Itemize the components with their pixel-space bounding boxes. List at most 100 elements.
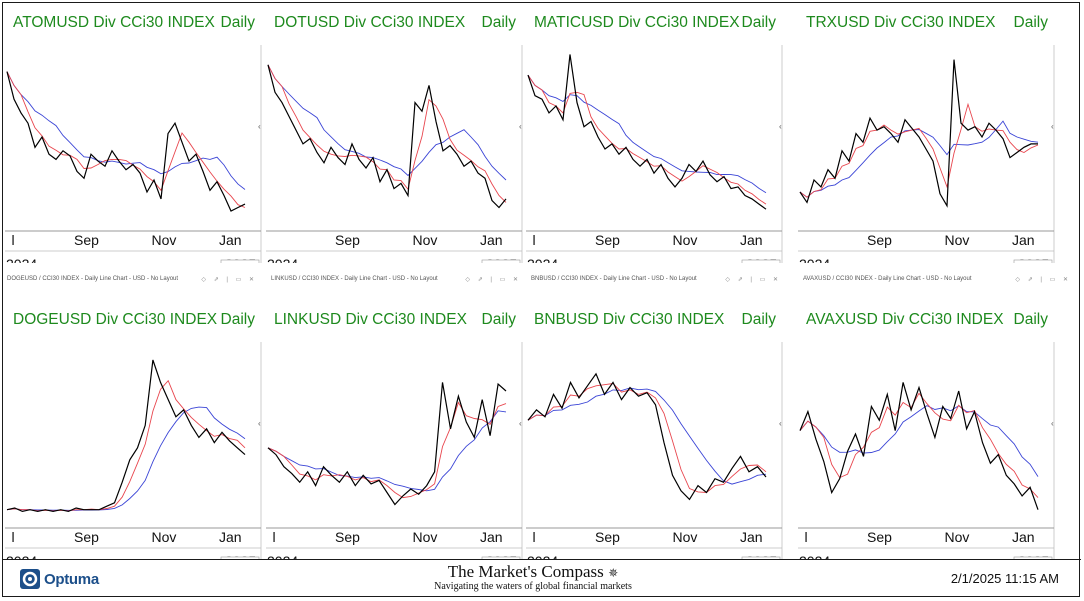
x-tick-label: Jan	[219, 529, 242, 545]
chart-panel[interactable]: ATOMUSD Div CCi30 INDEX Daily ‹ l Sep Nov Jan 2…	[5, 5, 263, 263]
optuma-logo-text: Optuma	[44, 570, 99, 588]
year-label: 2025	[225, 256, 256, 263]
chart-panel[interactable]: AVAXUSD Div CCi30 INDEX Daily ‹ l Sep Nov Jan 2…	[798, 302, 1056, 560]
line-chart[interactable]: ‹lSepNovJan202420250.0000015	[5, 45, 263, 263]
collapse-arrow-icon[interactable]: ‹	[258, 122, 261, 131]
collapse-arrow-icon[interactable]: ‹	[519, 419, 522, 428]
price-line	[527, 372, 767, 501]
x-tick-label: Sep	[595, 232, 620, 248]
slow-moving-average-line	[799, 405, 1039, 477]
x-tick-label: Sep	[335, 529, 360, 545]
price-line	[267, 64, 507, 209]
line-chart[interactable]: ‹SepNovJan202420250.0000005	[798, 45, 1056, 263]
chart-title: AVAXUSD Div CCi30 INDEX	[806, 311, 1004, 328]
slow-moving-average-line	[6, 71, 246, 190]
slow-moving-average-line	[527, 74, 767, 194]
x-tick-label: Sep	[74, 529, 99, 545]
x-tick-label: Sep	[867, 232, 892, 248]
collapse-arrow-icon[interactable]: ‹	[1051, 419, 1054, 428]
collapse-arrow-icon[interactable]: ‹	[258, 419, 261, 428]
price-axis-box	[741, 259, 781, 263]
slow-moving-average-line	[799, 120, 1039, 198]
x-tick-label: Jan	[480, 232, 503, 248]
price-line	[527, 54, 767, 210]
window-controls-icon[interactable]: ◇ ⇗ | ▭ ✕	[725, 277, 781, 283]
x-tick-label: l	[12, 232, 15, 248]
slow-moving-average-line	[267, 64, 507, 181]
chart-panel[interactable]: MATICUSD Div CCi30 INDEX Daily ‹ l Sep Nov Jan…	[526, 5, 784, 263]
timeframe-label: Daily	[220, 14, 255, 31]
price-line	[6, 71, 246, 212]
year-label: 2025	[1018, 256, 1049, 263]
year-label: 2025	[486, 256, 517, 263]
year-label: 2024	[527, 553, 558, 560]
x-tick-label: l	[533, 232, 536, 248]
x-tick-label: Sep	[595, 529, 620, 545]
chart-title: DOGEUSD Div CCi30 INDEX	[13, 311, 218, 328]
x-tick-label: Jan	[1012, 529, 1035, 545]
collapse-arrow-icon[interactable]: ‹	[519, 122, 522, 131]
year-label: 2025	[486, 553, 517, 560]
chart-title: BNBUSD Div CCi30 INDEX	[534, 311, 725, 328]
timeframe-label: Daily	[1013, 311, 1048, 328]
x-tick-label: l	[273, 529, 276, 545]
line-chart[interactable]: ‹lSepNovJan202420250.0000001	[5, 342, 263, 560]
x-tick-label: l	[12, 529, 15, 545]
collapse-arrow-icon[interactable]: ‹	[779, 122, 782, 131]
x-tick-label: Jan	[219, 232, 242, 248]
market-compass-brand: The Market's Compass ✵ Navigating the wa…	[433, 562, 633, 592]
timeframe-label: Daily	[481, 14, 516, 31]
x-tick-label: Nov	[945, 232, 970, 248]
window-controls-icon[interactable]: ◇ ⇗ | ▭ ✕	[1015, 277, 1071, 283]
chart-title: MATICUSD Div CCi30 INDEX	[534, 14, 740, 31]
optuma-logo: Optuma	[19, 568, 99, 590]
x-tick-label: l	[805, 529, 808, 545]
collapse-arrow-icon[interactable]: ‹	[1051, 122, 1054, 131]
window-controls-icon[interactable]: ◇ ⇗ | ▭ ✕	[201, 277, 257, 283]
year-label: 2024	[267, 256, 298, 263]
price-axis-box	[481, 556, 521, 560]
chart-subtitle-bar: DOGEUSD / CCI30 INDEX - Daily Line Chart…	[7, 276, 261, 288]
x-tick-label: Jan	[740, 232, 763, 248]
chart-panel[interactable]: LINKUSD Div CCi30 INDEX Daily ‹ l Sep Nov Jan 2…	[266, 302, 524, 560]
chart-title: TRXUSD Div CCi30 INDEX	[806, 14, 996, 31]
fast-moving-average-line	[527, 383, 767, 493]
collapse-arrow-icon[interactable]: ‹	[779, 419, 782, 428]
price-line	[799, 382, 1039, 510]
timeframe-label: Daily	[741, 311, 776, 328]
x-tick-label: Nov	[413, 232, 438, 248]
compass-icon: ✵	[608, 566, 619, 580]
x-tick-label: Nov	[945, 529, 970, 545]
chart-panel[interactable]: DOTUSD Div CCi30 INDEX Daily ‹ Sep Nov Jan 202…	[266, 5, 524, 263]
price-line	[267, 382, 507, 506]
price-axis-box	[1013, 556, 1053, 560]
window-controls-icon[interactable]: ◇ ⇗ | ▭ ✕	[465, 277, 521, 283]
line-chart[interactable]: ‹lSepNovJan202420250.0000001	[526, 45, 784, 263]
line-chart[interactable]: ‹lSepNovJan202420250.0001475	[526, 342, 784, 560]
fast-moving-average-line	[527, 74, 767, 205]
footer: Optuma The Market's Compass ✵ Navigating…	[3, 559, 1081, 599]
timestamp: 2/1/2025 11:15 AM	[950, 571, 1059, 586]
market-compass-tagline: Navigating the waters of global financia…	[434, 581, 632, 592]
fast-moving-average-line	[267, 401, 507, 499]
chart-subtitle: BNBUSD / CCI30 INDEX - Daily Line Chart …	[531, 276, 697, 282]
line-chart[interactable]: ‹lSepNovJan202420250.0000032	[266, 342, 524, 560]
chart-title: ATOMUSD Div CCi30 INDEX	[13, 14, 215, 31]
chart-subtitle-bar: LINKUSD / CCI30 INDEX - Daily Line Chart…	[271, 276, 525, 288]
line-chart[interactable]: ‹lSepNovJan202420250.0000052	[798, 342, 1056, 560]
fast-moving-average-line	[799, 392, 1039, 498]
x-tick-label: Nov	[673, 529, 698, 545]
price-line	[6, 359, 246, 513]
x-tick-label: Jan	[740, 529, 763, 545]
line-chart[interactable]: ‹SepNovJan202420250.0000017	[266, 45, 524, 263]
chart-panel[interactable]: BNBUSD Div CCi30 INDEX Daily ‹ l Sep Nov Jan 20…	[526, 302, 784, 560]
fast-moving-average-line	[6, 379, 246, 512]
market-compass-title-row: The Market's Compass ✵	[433, 562, 633, 582]
timeframe-label: Daily	[741, 14, 776, 31]
chart-title: LINKUSD Div CCi30 INDEX	[274, 311, 467, 328]
fast-moving-average-line	[6, 71, 246, 208]
chart-panel[interactable]: TRXUSD Div CCi30 INDEX Daily ‹ Sep Nov Jan 202…	[798, 5, 1056, 263]
optuma-logo-icon	[20, 569, 40, 589]
